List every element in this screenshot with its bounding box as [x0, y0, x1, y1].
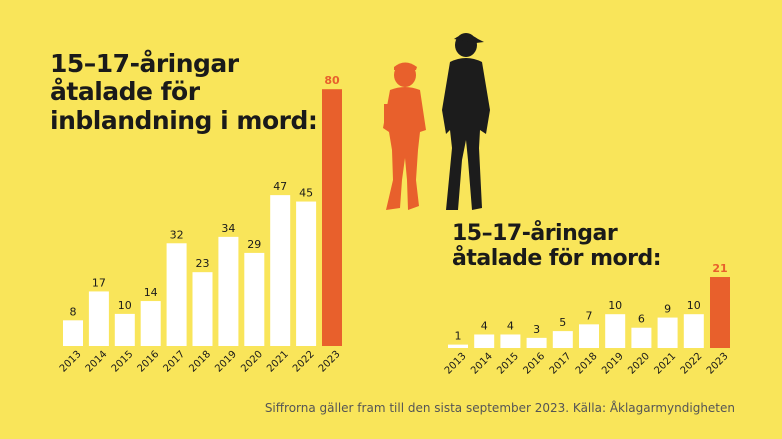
chart1-data-label: 32 — [170, 228, 184, 241]
chart2-data-label: 10 — [687, 299, 701, 312]
chart2-data-label: 3 — [533, 323, 540, 336]
chart2-tick-label: 2022 — [679, 351, 705, 377]
chart1-bar — [296, 201, 317, 346]
chart2-bar — [605, 314, 626, 348]
chart2-data-label: 5 — [559, 316, 566, 329]
chart2-data-label: 9 — [664, 303, 671, 316]
child-silhouette-icon — [383, 62, 426, 210]
chart1-title-line: 15–17-åringar — [50, 49, 239, 78]
chart2-title-line: 15–17-åringar — [452, 221, 618, 246]
chart1-bar — [88, 291, 109, 346]
chart2-tick-label: 2023 — [705, 351, 731, 377]
chart1-bar — [63, 320, 83, 346]
chart1-data-label: 29 — [247, 238, 261, 251]
chart2-data-label: 21 — [712, 262, 727, 275]
chart2-data-label: 10 — [608, 299, 622, 312]
chart1-bar — [322, 89, 342, 346]
chart1-data-label: 23 — [196, 257, 210, 270]
chart2-tick-label: 2017 — [548, 351, 574, 377]
footnote-source: Siffrorna gäller fram till den sista sep… — [264, 401, 735, 415]
chart2-data-label: 1 — [455, 330, 462, 343]
chart1-bar — [192, 272, 213, 346]
chart1-data-label: 10 — [118, 299, 132, 312]
chart2-data-label: 4 — [507, 319, 514, 332]
chart2-tick-label: 2018 — [574, 351, 600, 377]
chart2-bar — [631, 327, 652, 348]
chart1-data-label: 17 — [92, 276, 106, 289]
chart2-bar — [552, 331, 573, 348]
chart1-bar — [218, 236, 239, 346]
chart2-title: 15–17-åringar åtalade för mord: — [452, 221, 692, 272]
chart1-bar — [140, 301, 161, 346]
chart2-tick-label: 2019 — [600, 351, 626, 377]
chart2-data-label: 4 — [481, 319, 488, 332]
chart1-bar — [114, 313, 135, 346]
chart1-bar — [270, 195, 291, 346]
chart1-title-line: inblandning i mord: — [50, 105, 318, 135]
chart1-title-line: åtalade för — [50, 77, 200, 107]
chart2-bar — [579, 324, 599, 348]
chart2-tick-label: 2020 — [626, 351, 652, 377]
chart1-data-label: 45 — [299, 187, 313, 200]
chart2-data-label: 6 — [638, 313, 645, 326]
chart1-data-label: 14 — [144, 286, 158, 299]
silhouette-illustration — [383, 33, 490, 210]
chart1-data-label: 80 — [324, 74, 340, 87]
chart2-bar — [710, 277, 730, 348]
chart2-tick-label: 2015 — [495, 351, 521, 377]
chart1-title: 15–17-åringar åtalade för inblandning i … — [50, 49, 318, 135]
chart2-bar — [474, 334, 495, 348]
chart2-tick-label: 2021 — [652, 351, 678, 377]
chart1-data-label: 8 — [70, 305, 77, 318]
chart2-data-label: 7 — [586, 309, 593, 322]
chart1-data-label: 47 — [273, 180, 287, 193]
chart2-tick-label: 2014 — [469, 351, 495, 377]
chart2-bar — [526, 337, 547, 348]
chart2-tick-label: 2013 — [443, 351, 469, 377]
chart2-title-line: åtalade för mord: — [452, 245, 662, 271]
chart2-bar — [683, 314, 704, 348]
chart2-bar — [500, 334, 521, 348]
chart1-bar — [166, 243, 187, 346]
chart1-bar — [244, 252, 265, 346]
adult-silhouette-icon — [442, 33, 490, 210]
chart1-data-label: 34 — [221, 222, 235, 235]
chart2-bar — [657, 317, 678, 348]
chart2-tick-label: 2016 — [521, 351, 547, 377]
chart2-bar — [448, 344, 468, 348]
